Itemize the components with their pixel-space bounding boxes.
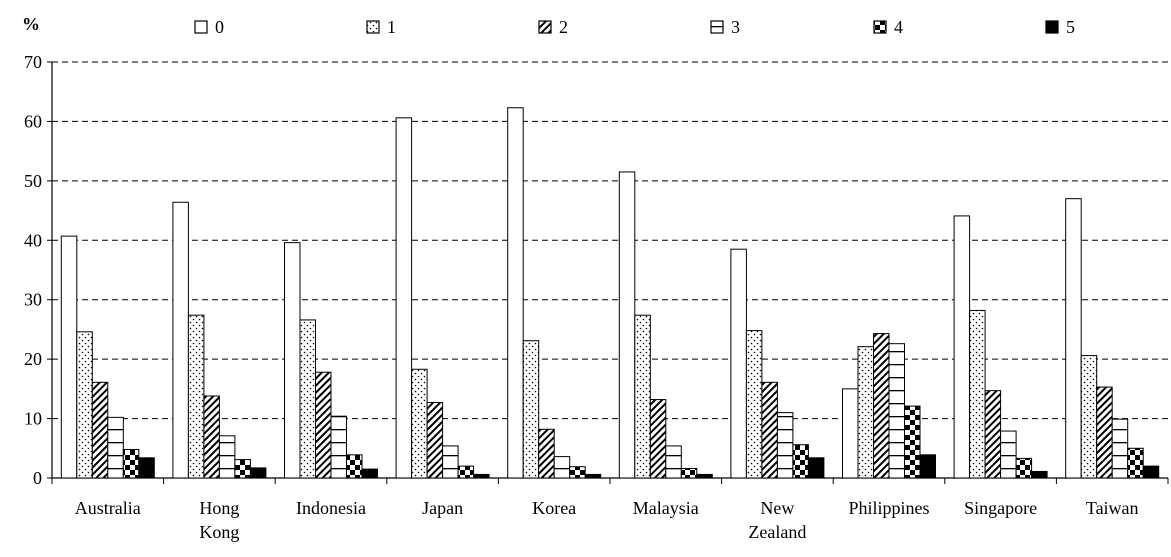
- x-tick-label: Kong: [199, 522, 239, 542]
- bar-4: [904, 405, 921, 479]
- bar-0: [60, 235, 78, 479]
- bar-1: [857, 346, 874, 479]
- y-tick-label: 40: [24, 230, 42, 250]
- bar-1: [187, 314, 205, 479]
- bar-0: [172, 201, 189, 479]
- bar-5: [473, 473, 490, 479]
- x-tick-label: Zealand: [748, 522, 806, 542]
- bar-5: [807, 457, 825, 479]
- legend-label: 5: [1066, 17, 1075, 37]
- bar-2: [1096, 386, 1113, 479]
- bar-5: [1031, 470, 1048, 479]
- bar-2: [91, 381, 109, 479]
- bar-5: [138, 457, 155, 479]
- bar-3: [107, 416, 124, 479]
- bar-0: [284, 242, 301, 479]
- gridlines: [52, 61, 1168, 420]
- y-tick-label: 30: [24, 290, 42, 310]
- x-tick-label: Taiwan: [1086, 498, 1139, 518]
- y-axis-label: %: [22, 14, 40, 34]
- x-tick-label: Indonesia: [296, 498, 366, 518]
- bar-4: [1015, 457, 1033, 479]
- bar-2: [649, 399, 667, 479]
- bar-4: [569, 466, 586, 479]
- bar-3: [665, 445, 682, 479]
- bar-1: [745, 330, 763, 479]
- legend-swatch-5: [1045, 20, 1059, 34]
- legend-label: 2: [559, 17, 568, 37]
- bar-5: [1142, 465, 1160, 479]
- bar-2: [538, 428, 555, 479]
- legend-label: 4: [894, 17, 903, 37]
- bar-1: [969, 309, 986, 479]
- bar-5: [919, 454, 936, 479]
- bar-0: [953, 215, 971, 479]
- legend-swatch-3: [710, 20, 724, 34]
- bar-3: [776, 412, 794, 479]
- bar-1: [411, 368, 428, 479]
- bar-1: [522, 340, 540, 479]
- y-tick-label: 60: [24, 111, 42, 131]
- legend-label: 0: [215, 17, 224, 37]
- y-tick-label: 0: [33, 468, 42, 488]
- bar-5: [696, 473, 713, 479]
- x-tick-label: Malaysia: [633, 498, 699, 518]
- x-tick-label: Hong: [199, 498, 239, 518]
- bar-4: [346, 454, 363, 479]
- bar-3: [888, 343, 905, 479]
- legend-label: 3: [731, 17, 740, 37]
- bar-3: [218, 435, 236, 479]
- legend-swatch-4: [873, 20, 887, 34]
- bar-2: [984, 390, 1002, 479]
- bar-5: [249, 467, 267, 479]
- bar-2: [426, 402, 444, 479]
- bar-2: [761, 381, 778, 479]
- bar-5: [361, 468, 378, 479]
- bars: [60, 107, 1160, 479]
- legend-swatch-2: [538, 20, 552, 34]
- bar-0: [842, 388, 859, 479]
- bar-3: [330, 415, 347, 479]
- x-tick-label: Australia: [75, 498, 141, 518]
- x-tick-label: Japan: [422, 498, 463, 518]
- bar-4: [457, 465, 475, 479]
- x-tick-label: New: [760, 498, 794, 518]
- y-tick-label: 20: [24, 349, 42, 369]
- bar-0: [507, 107, 524, 479]
- x-tick-label: Singapore: [964, 498, 1037, 518]
- bar-3: [553, 456, 571, 479]
- legend-label: 1: [387, 17, 396, 37]
- bar-2: [203, 395, 220, 479]
- bar-5: [584, 473, 602, 479]
- bar-4: [122, 448, 140, 479]
- bar-4: [1127, 447, 1144, 479]
- bar-1: [299, 319, 316, 479]
- bar-0: [618, 171, 636, 479]
- y-tick-label: 70: [24, 52, 42, 72]
- bar-4: [792, 444, 809, 479]
- bar-3: [442, 445, 459, 479]
- bar-0: [1065, 198, 1082, 479]
- bar-2: [873, 333, 890, 479]
- bar-4: [680, 467, 698, 479]
- bar-1: [76, 331, 93, 479]
- bar-1: [1080, 355, 1098, 479]
- bar-3: [1111, 418, 1129, 479]
- bar-4: [234, 459, 251, 479]
- y-tick-label: 10: [24, 409, 42, 429]
- x-tick-label: Philippines: [848, 498, 929, 518]
- x-tick-label: Korea: [532, 498, 576, 518]
- bar-2: [315, 371, 332, 479]
- legend-swatch-1: [366, 20, 380, 34]
- y-tick-label: 50: [24, 171, 42, 191]
- legend-swatch-0: [194, 20, 208, 34]
- bar-0: [395, 117, 413, 479]
- bar-3: [1000, 430, 1017, 479]
- bar-1: [634, 314, 651, 479]
- bar-0: [730, 248, 747, 479]
- legend: 0 1 2 3 4 5: [194, 17, 1075, 37]
